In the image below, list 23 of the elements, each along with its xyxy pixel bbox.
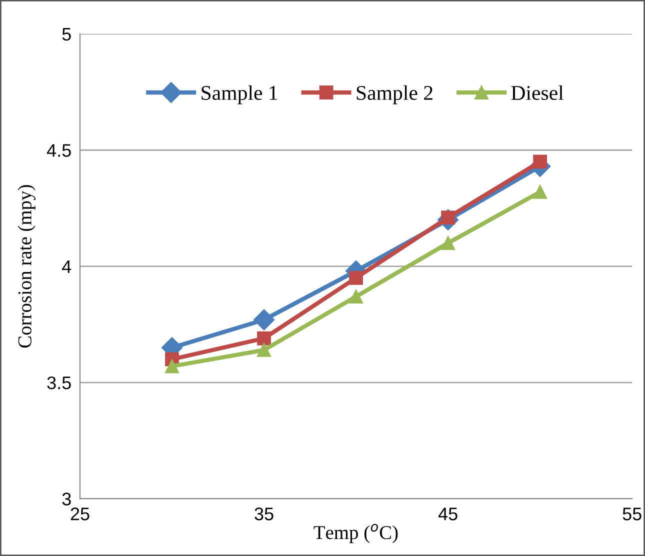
legend-label: Sample 2	[356, 85, 432, 104]
point	[349, 290, 363, 304]
point	[254, 309, 275, 330]
x-tick-label: 55	[622, 508, 642, 520]
y-tick-label: 3	[62, 492, 71, 506]
y-axis-title: Corrosion rate (mpy)	[18, 185, 36, 348]
x-axis-title: Temp ($^{o}$C)	[314, 524, 398, 544]
point	[441, 236, 456, 250]
y-tick-label: 4	[62, 260, 72, 273]
legend-label: Sample 1	[202, 85, 278, 104]
x-tick-label: 45	[438, 508, 458, 520]
point	[257, 343, 271, 357]
x-tick-label: 35	[254, 508, 274, 520]
legend-label: Diesel	[511, 85, 564, 100]
point	[349, 271, 363, 285]
point	[257, 331, 271, 346]
y-tick-label: 4.5	[46, 144, 71, 157]
x-tick-label: 25	[70, 508, 90, 520]
point	[533, 185, 548, 199]
y-tick-label: 3.5	[47, 376, 71, 390]
y-tick-label: 5	[62, 28, 71, 41]
point	[165, 359, 179, 374]
point	[533, 154, 548, 169]
